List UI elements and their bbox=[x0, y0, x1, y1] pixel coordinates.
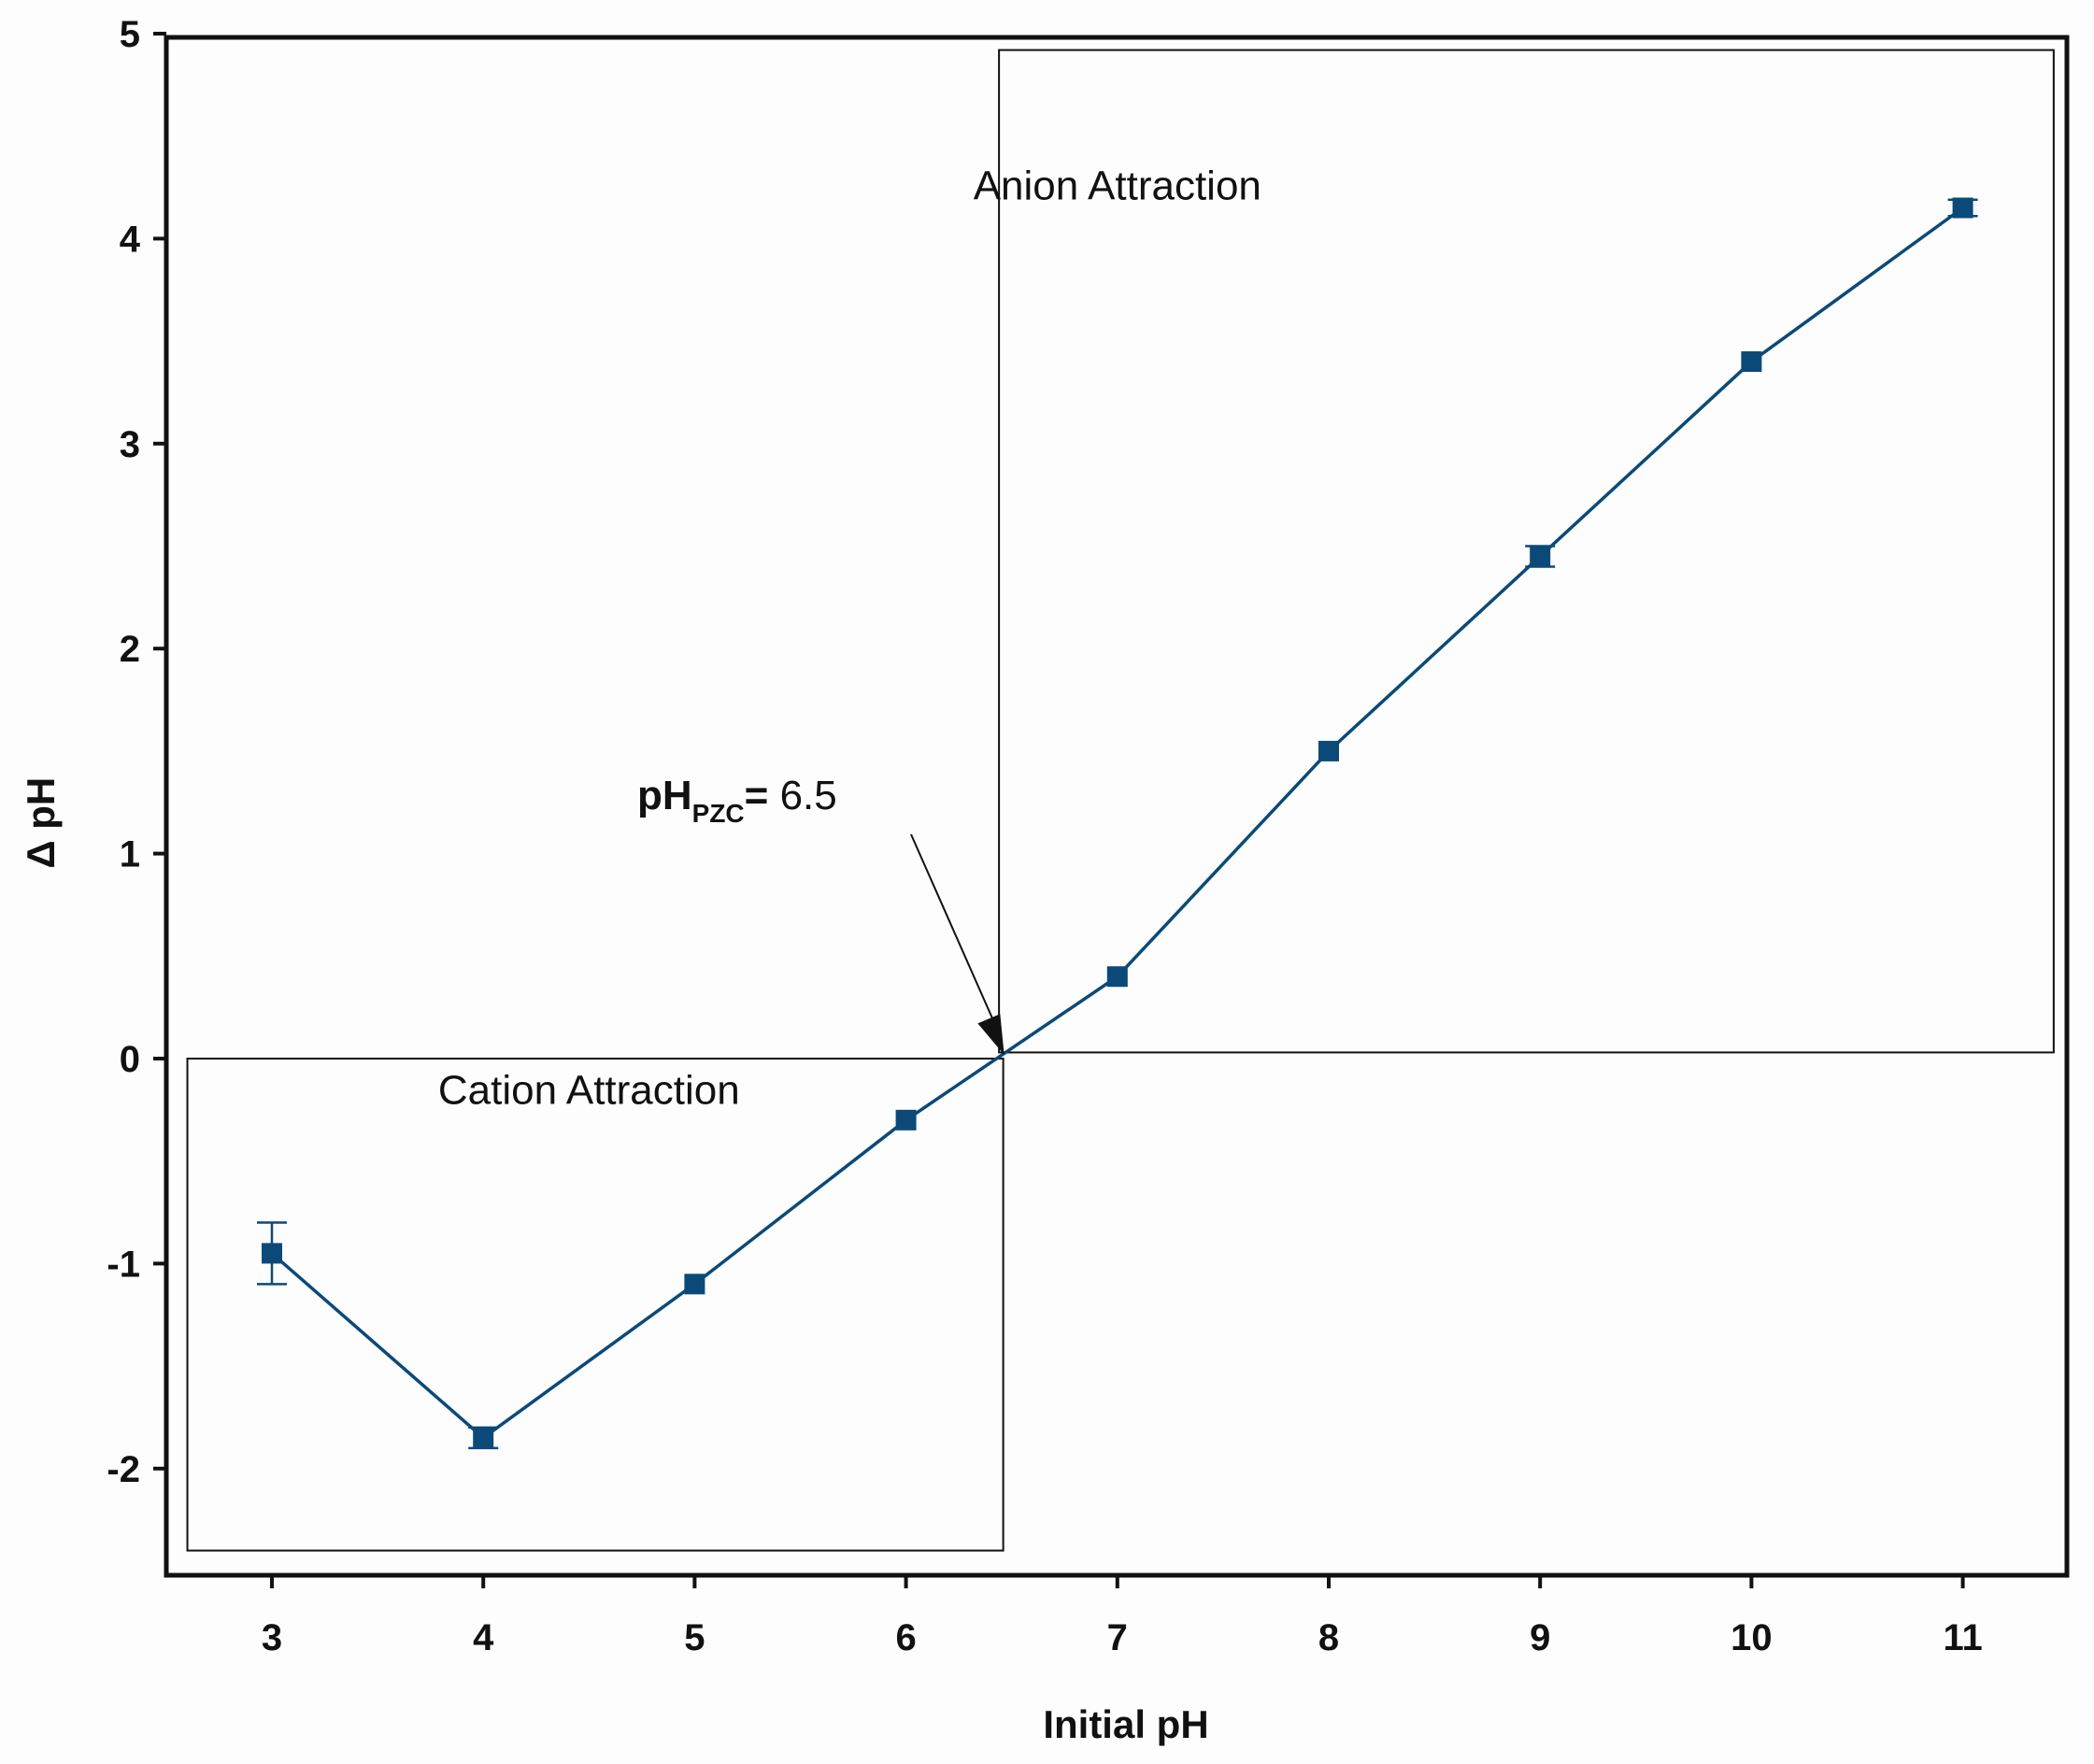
x-tick-label: 5 bbox=[684, 1617, 705, 1658]
y-tick-label: 3 bbox=[120, 424, 140, 465]
data-point bbox=[1530, 546, 1551, 567]
data-point bbox=[895, 1109, 917, 1131]
pzc-arrow-line bbox=[910, 833, 1000, 1033]
y-tick-label: 5 bbox=[120, 14, 140, 55]
data-point bbox=[473, 1427, 494, 1448]
data-point bbox=[684, 1273, 705, 1295]
data-point bbox=[262, 1243, 282, 1264]
series-line bbox=[270, 206, 1964, 1441]
region-box-1 bbox=[186, 1058, 1004, 1552]
x-tick-label: 4 bbox=[473, 1617, 494, 1658]
x-tick-label: 3 bbox=[262, 1617, 282, 1658]
data-point bbox=[1741, 351, 1762, 373]
y-tick-label: 2 bbox=[120, 629, 140, 670]
pzc-arrow-head bbox=[977, 1014, 1004, 1055]
y-axis-label: Δ pH bbox=[19, 777, 63, 869]
y-tick-label: -1 bbox=[107, 1244, 140, 1285]
region-label-2: Anion Attraction bbox=[974, 164, 1261, 209]
plot-frame bbox=[164, 35, 2070, 1578]
region-box-2 bbox=[998, 49, 2055, 1054]
x-tick-label: 11 bbox=[1943, 1617, 1982, 1658]
x-tick-label: 9 bbox=[1530, 1617, 1550, 1658]
y-tick-label: 4 bbox=[120, 219, 141, 260]
x-tick-label: 8 bbox=[1318, 1617, 1339, 1658]
y-tick-label: 0 bbox=[120, 1039, 140, 1080]
x-tick-label: 10 bbox=[1731, 1617, 1773, 1658]
x-tick-label: 6 bbox=[895, 1617, 916, 1658]
region-label-1: Cation Attraction bbox=[438, 1067, 740, 1113]
data-point bbox=[1318, 740, 1339, 761]
pzc-annotation: pHPZC= 6.5 bbox=[637, 773, 837, 828]
y-tick-label: -2 bbox=[107, 1449, 140, 1490]
x-axis-label: Initial pH bbox=[1043, 1702, 1208, 1746]
data-point bbox=[1106, 966, 1128, 988]
x-tick-label: 7 bbox=[1107, 1617, 1128, 1658]
y-tick-label: 1 bbox=[120, 834, 140, 875]
data-point bbox=[1952, 197, 1973, 219]
